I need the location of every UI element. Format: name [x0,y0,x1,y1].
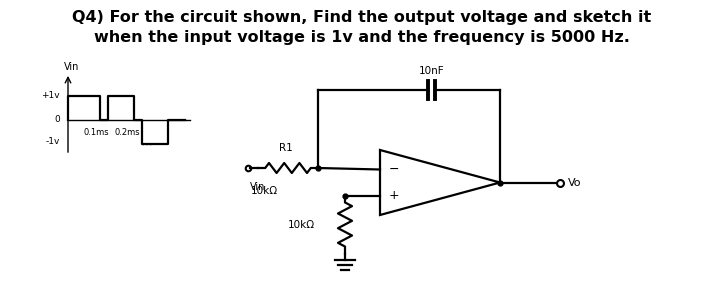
Text: 0.1ms: 0.1ms [84,128,109,137]
Text: 10nF: 10nF [419,66,445,76]
Text: 10kΩ: 10kΩ [251,186,278,196]
Text: 10kΩ: 10kΩ [288,219,315,230]
Text: Vin: Vin [64,62,80,72]
Text: Q4) For the circuit shown, Find the output voltage and sketch it: Q4) For the circuit shown, Find the outp… [73,10,652,25]
Text: Vin: Vin [251,182,266,192]
Text: 0: 0 [54,116,60,125]
Text: 0.2ms: 0.2ms [114,128,140,137]
Text: +1v: +1v [41,92,60,101]
Text: +: + [389,189,400,202]
Text: R1: R1 [279,143,292,153]
Text: when the input voltage is 1v and the frequency is 5000 Hz.: when the input voltage is 1v and the fre… [94,30,630,45]
Text: Vo: Vo [568,178,582,188]
Text: −: − [389,163,400,176]
Text: -1v: -1v [45,137,60,147]
